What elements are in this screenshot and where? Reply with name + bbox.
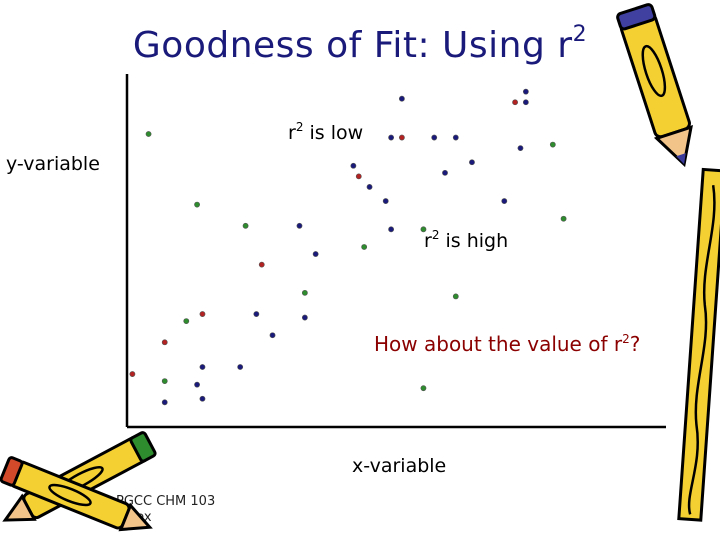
data-point-blue-3	[199, 364, 206, 370]
annotation-r2-low: r2 is low	[288, 120, 364, 144]
data-point-red-5	[398, 134, 405, 141]
data-point-green-10	[549, 141, 556, 148]
data-point-blue-23	[522, 99, 529, 106]
data-point-red-2	[199, 311, 206, 317]
y-axis-label: y-variable	[6, 153, 100, 175]
data-point-blue-18	[431, 134, 438, 141]
data-point-blue-14	[388, 134, 395, 141]
data-point-blue-7	[301, 314, 308, 321]
data-point-blue-10	[382, 198, 389, 204]
data-point-green-7	[452, 293, 459, 300]
data-point-blue-21	[517, 145, 524, 152]
data-point-blue-15	[398, 95, 405, 102]
data-point-blue-13	[388, 226, 395, 233]
data-point-green-8	[420, 226, 427, 233]
data-point-green-2	[145, 131, 152, 137]
data-point-red-3	[258, 261, 265, 268]
annotation-question: How about the value of r2?	[374, 332, 641, 356]
data-point-blue-8	[312, 251, 319, 257]
data-point-green-3	[194, 201, 200, 208]
data-point-red-6	[512, 99, 518, 106]
data-point-blue-0	[161, 399, 168, 406]
data-point-red-4	[355, 173, 362, 180]
data-point-blue-20	[469, 159, 475, 166]
data-point-green-9	[420, 385, 427, 392]
data-point-green-5	[301, 289, 308, 296]
data-point-red-0	[129, 371, 136, 377]
data-point-blue-11	[366, 184, 373, 190]
title-superscript: 2	[572, 22, 588, 47]
data-point-blue-4	[237, 364, 244, 370]
data-point-blue-22	[522, 88, 529, 95]
data-point-blue-12	[350, 162, 357, 169]
footer-credit: PGCC CHM 103 Sinex	[116, 494, 215, 526]
data-point-green-4	[242, 222, 249, 229]
data-point-blue-17	[442, 169, 448, 176]
title-text: Goodness of Fit: Using r	[132, 25, 573, 66]
data-point-blue-5	[269, 332, 276, 339]
data-point-blue-2	[194, 381, 200, 388]
data-point-red-1	[161, 339, 168, 346]
footer-course: PGCC CHM 103	[116, 494, 216, 509]
data-point-blue-6	[253, 311, 260, 317]
points-layer	[129, 88, 567, 406]
data-point-blue-1	[199, 395, 206, 402]
data-point-green-0	[161, 378, 168, 385]
data-point-green-1	[183, 318, 190, 324]
data-point-green-11	[560, 215, 567, 222]
x-axis-label: x-variable	[352, 455, 447, 477]
annotation-r2-high: r2 is high	[424, 228, 509, 252]
slide-title: Goodness of Fit: Using r2	[0, 22, 720, 66]
footer-author: Sinex	[116, 510, 152, 525]
data-point-blue-9	[296, 222, 303, 229]
data-point-blue-19	[452, 134, 459, 141]
data-point-green-6	[361, 244, 368, 250]
data-point-blue-16	[501, 198, 508, 204]
